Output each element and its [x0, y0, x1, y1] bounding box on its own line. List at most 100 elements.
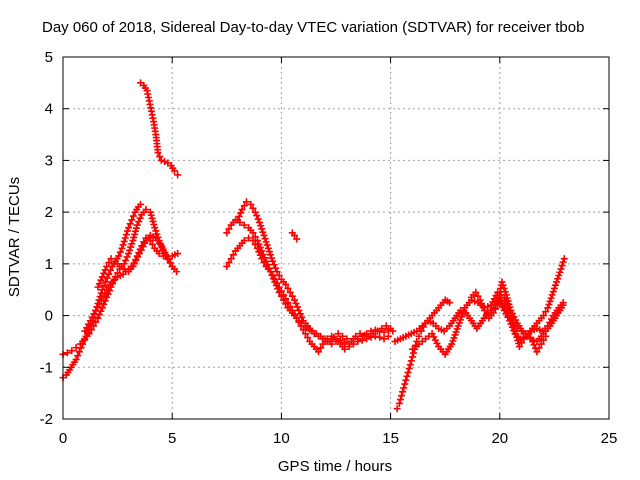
data-point — [354, 337, 362, 345]
data-point — [242, 198, 250, 206]
data-point — [103, 274, 111, 282]
data-point — [542, 332, 550, 340]
data-point — [304, 334, 312, 342]
y-tick-label: 3 — [45, 152, 53, 169]
data-point — [291, 296, 299, 304]
series-seg-d — [94, 234, 182, 291]
data-point — [68, 347, 76, 355]
data-point — [400, 384, 408, 392]
x-tick-label: 20 — [491, 430, 508, 447]
data-point — [126, 220, 134, 228]
data-point — [149, 240, 157, 248]
data-point — [116, 248, 124, 256]
data-point — [107, 255, 115, 263]
data-point — [260, 231, 268, 239]
data-point — [550, 284, 558, 292]
data-point — [292, 300, 300, 308]
x-tick-label: 25 — [601, 430, 618, 447]
data-point — [501, 288, 509, 296]
data-point — [402, 376, 410, 384]
data-point — [345, 343, 353, 351]
data-point — [382, 322, 390, 330]
data-point — [260, 259, 268, 267]
data-point — [164, 255, 172, 263]
data-point — [295, 318, 303, 326]
y-tick-label: -1 — [40, 359, 53, 376]
data-point — [255, 248, 263, 256]
data-point — [483, 310, 491, 318]
data-point — [261, 235, 269, 243]
data-point — [146, 237, 154, 245]
data-point — [120, 237, 128, 245]
data-point — [249, 237, 257, 245]
data-point — [499, 281, 507, 289]
data-point — [282, 281, 290, 289]
data-point — [116, 262, 124, 270]
series-seg-n — [467, 278, 550, 356]
data-point — [352, 332, 360, 340]
data-point — [546, 297, 554, 305]
data-point — [153, 230, 161, 238]
data-point — [378, 325, 386, 332]
data-point — [549, 288, 557, 296]
data-point — [273, 279, 281, 287]
data-point — [270, 261, 278, 269]
data-point — [105, 270, 113, 278]
data-point — [254, 215, 262, 223]
y-tick-label: 1 — [45, 256, 53, 273]
data-point — [136, 214, 144, 222]
data-point — [321, 335, 329, 343]
data-point — [170, 167, 178, 175]
data-point — [251, 208, 259, 216]
plot-frame — [62, 56, 610, 420]
data-point — [135, 218, 143, 226]
y-tick-label: 0 — [45, 308, 53, 325]
data-point — [330, 333, 338, 341]
data-point — [548, 291, 556, 299]
data-point — [75, 348, 83, 356]
data-point — [500, 301, 508, 309]
data-point — [137, 200, 145, 208]
data-point — [136, 245, 144, 253]
data-point — [101, 266, 109, 274]
data-point — [266, 268, 274, 276]
data-point — [551, 281, 559, 289]
data-point — [277, 287, 285, 295]
x-tick-label: 15 — [382, 430, 399, 447]
data-point — [308, 327, 316, 335]
data-point — [227, 255, 235, 263]
data-point — [121, 234, 129, 242]
data-point — [223, 262, 231, 270]
data-point — [104, 290, 112, 298]
data-point — [168, 262, 176, 270]
data-point — [102, 278, 110, 286]
data-point — [358, 336, 366, 344]
data-point — [293, 303, 301, 311]
data-point — [498, 278, 506, 286]
data-point — [474, 292, 482, 300]
data-point — [271, 275, 279, 283]
data-point — [282, 295, 290, 303]
data-point — [269, 271, 277, 279]
data-point — [258, 225, 266, 233]
data-point — [312, 330, 320, 338]
data-point — [229, 251, 237, 259]
data-point — [155, 250, 163, 258]
data-point — [284, 299, 292, 307]
data-point — [72, 344, 80, 352]
data-point — [301, 330, 309, 338]
data-point — [539, 312, 547, 320]
data-point — [129, 262, 137, 270]
data-point — [256, 218, 264, 226]
data-point — [553, 278, 561, 286]
y-tick-label: 4 — [45, 101, 53, 118]
data-point — [280, 291, 288, 299]
data-point — [100, 282, 108, 290]
chart-title: Day 060 of 2018, Sidereal Day-to-day VTE… — [42, 19, 584, 36]
data-point — [315, 348, 323, 356]
data-point — [479, 303, 487, 311]
data-point — [533, 348, 541, 356]
data-point — [489, 309, 497, 317]
x-tick-label: 5 — [168, 430, 176, 447]
